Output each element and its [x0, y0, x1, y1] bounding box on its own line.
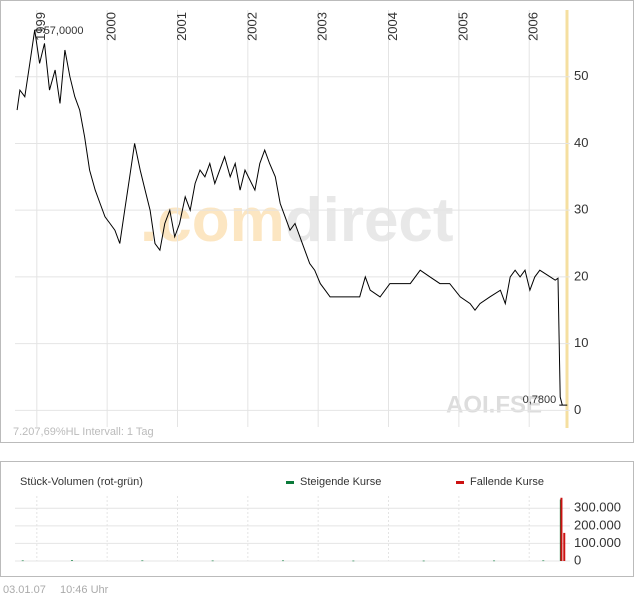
- y-tick-label: 40: [574, 135, 588, 150]
- legend-label: Fallende Kurse: [470, 476, 544, 488]
- x-tick-label: 2001: [174, 12, 189, 41]
- y-tick-label: 0: [574, 552, 581, 567]
- y-tick-label: 20: [574, 268, 588, 283]
- x-tick-label: 2004: [385, 12, 400, 41]
- legend-label: Steigende Kurse: [300, 476, 381, 488]
- x-tick-label: 2005: [455, 12, 470, 41]
- watermark: .comdirect: [140, 186, 454, 255]
- legend-swatch: [286, 481, 294, 484]
- footnote: 7.207,69%HL Intervall: 1 Tag: [13, 426, 154, 438]
- volume-bar: [542, 560, 545, 562]
- watermark-main: direct: [285, 186, 454, 255]
- volume-bar: [493, 560, 496, 562]
- volume-bar: [563, 532, 566, 561]
- max-label: 57,0000: [44, 25, 84, 37]
- y-tick-label: 200.000: [574, 517, 621, 532]
- volume-bar: [70, 560, 73, 561]
- y-tick-label: 100.000: [574, 535, 621, 550]
- watermark-prefix: .com: [140, 186, 285, 255]
- volume-bar: [211, 560, 214, 562]
- volume-bar: [422, 560, 425, 562]
- volume-panel: [0, 461, 634, 577]
- volume-bar: [560, 497, 563, 561]
- x-tick-label: 2003: [315, 12, 330, 41]
- x-tick-label: 2000: [104, 12, 119, 41]
- x-tick-label: 2002: [244, 12, 259, 41]
- volume-title: Stück-Volumen (rot-grün): [20, 476, 143, 488]
- y-tick-label: 300.000: [574, 500, 621, 515]
- footer-time: 10:46 Uhr: [60, 584, 109, 596]
- volume-bar: [141, 560, 144, 562]
- x-tick-label: 2006: [526, 12, 541, 41]
- legend-swatch: [456, 481, 464, 484]
- price-line: [16, 29, 563, 406]
- last-label: 0,7800: [523, 394, 557, 406]
- y-tick-label: 0: [574, 402, 581, 417]
- y-tick-label: 50: [574, 68, 588, 83]
- price-panel: [0, 0, 634, 443]
- y-tick-label: 30: [574, 202, 588, 217]
- volume-bar: [352, 560, 355, 562]
- volume-bar: [21, 560, 24, 562]
- footer-date: 03.01.07: [3, 584, 46, 596]
- symbol: AOI.FSE: [446, 391, 542, 418]
- y-tick-label: 10: [574, 335, 588, 350]
- volume-bar: [282, 560, 285, 562]
- x-tick-label: 1999: [33, 12, 48, 41]
